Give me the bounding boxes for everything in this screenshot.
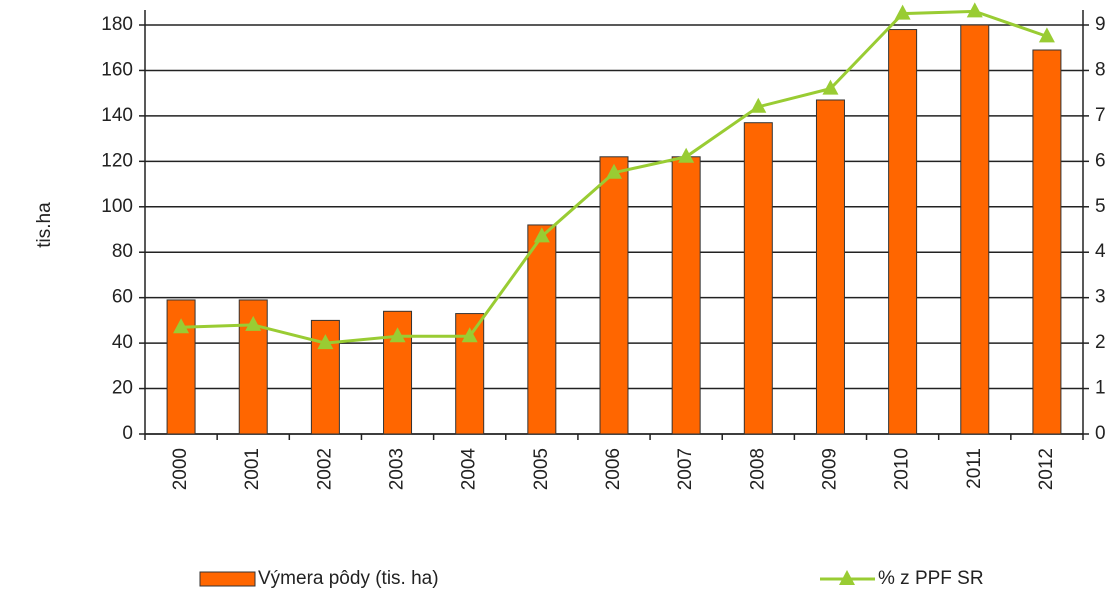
y-tick-label: 100	[101, 196, 133, 217]
y-tick-label: 160	[101, 59, 133, 80]
legend-swatch	[199, 571, 256, 587]
y2-tick-label: 2	[1095, 332, 1106, 353]
x-tick-label: 2007	[675, 448, 696, 490]
x-tick-label: 2012	[1036, 448, 1057, 490]
y2-tick-label: 1	[1095, 378, 1106, 399]
x-tick-label: 2009	[819, 448, 840, 490]
bar	[815, 99, 845, 435]
y2-tick-label: 0	[1095, 423, 1106, 444]
line-marker	[966, 2, 983, 18]
y2-tick-label: 7	[1095, 105, 1106, 126]
line-marker	[750, 97, 767, 113]
y2-tick-label: 4	[1095, 241, 1106, 262]
line-marker	[173, 318, 190, 334]
y2-tick-label: 6	[1095, 150, 1106, 171]
line-marker	[533, 227, 550, 243]
y2-tick-label: 3	[1095, 287, 1106, 308]
bar	[743, 122, 773, 435]
x-tick-label: 2010	[892, 448, 913, 490]
bar	[527, 224, 557, 435]
line-marker	[461, 327, 478, 343]
y-tick-label: 0	[122, 423, 133, 444]
legend-marker	[839, 570, 855, 585]
x-tick-label: 2001	[242, 448, 263, 490]
line-marker	[606, 163, 622, 179]
bar	[1032, 49, 1062, 435]
line-marker	[245, 315, 262, 331]
line-marker	[317, 334, 334, 350]
x-tick-label: 2004	[459, 448, 480, 491]
y2-tick-label: 5	[1095, 196, 1106, 217]
y-tick-label: 80	[112, 241, 133, 262]
legend-label: % z PPF SR	[878, 568, 984, 589]
line-marker	[822, 79, 839, 95]
y-tick-label: 60	[112, 287, 133, 308]
bar	[671, 156, 701, 435]
line-marker	[894, 4, 911, 20]
x-tick-label: 2011	[964, 448, 985, 489]
legend-label: Výmera pôdy (tis. ha)	[258, 568, 439, 589]
line-marker	[389, 327, 406, 343]
line-marker	[678, 147, 695, 163]
y-tick-label: 120	[101, 150, 133, 171]
y-tick-label: 180	[101, 14, 133, 35]
x-tick-label: 2000	[170, 448, 191, 490]
x-tick-label: 2002	[314, 448, 335, 490]
bar	[888, 29, 918, 435]
x-tick-label: 2005	[531, 448, 552, 490]
x-tick-label: 2008	[747, 448, 768, 490]
x-tick-label: 2003	[387, 448, 408, 490]
y-tick-label: 140	[101, 105, 133, 126]
y2-tick-label: 9	[1095, 14, 1106, 35]
y-tick-label: 20	[112, 378, 133, 399]
x-tick-label: 2006	[603, 448, 624, 490]
line-marker	[1038, 27, 1055, 43]
y-axis-label: tis.ha	[34, 202, 55, 248]
bar	[599, 156, 629, 435]
bar	[960, 24, 990, 435]
y2-tick-label: 8	[1095, 59, 1106, 80]
y-tick-label: 40	[112, 332, 133, 353]
